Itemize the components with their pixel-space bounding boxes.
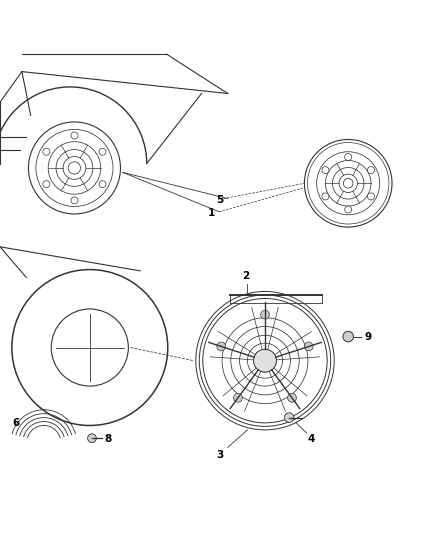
Text: 6: 6	[12, 418, 20, 428]
Text: 8: 8	[104, 434, 112, 444]
Circle shape	[71, 132, 78, 139]
Circle shape	[99, 148, 106, 155]
Circle shape	[43, 148, 50, 155]
Circle shape	[367, 193, 374, 200]
Circle shape	[233, 393, 242, 402]
Circle shape	[284, 413, 294, 423]
Text: 2: 2	[242, 271, 249, 281]
Circle shape	[345, 154, 352, 160]
Circle shape	[43, 181, 50, 188]
Circle shape	[71, 197, 78, 204]
Text: 4: 4	[307, 434, 315, 444]
Text: 9: 9	[365, 332, 372, 342]
Text: 3: 3	[216, 449, 223, 459]
Circle shape	[343, 332, 353, 342]
Circle shape	[217, 342, 226, 351]
Circle shape	[99, 181, 106, 188]
Circle shape	[261, 310, 269, 319]
Circle shape	[322, 193, 329, 200]
Text: 5: 5	[216, 195, 223, 205]
Circle shape	[254, 349, 276, 372]
Circle shape	[88, 434, 96, 442]
Circle shape	[288, 393, 297, 402]
Text: 1: 1	[207, 208, 215, 218]
Circle shape	[322, 167, 329, 174]
Circle shape	[367, 167, 374, 174]
Circle shape	[345, 206, 352, 213]
Circle shape	[304, 342, 313, 351]
